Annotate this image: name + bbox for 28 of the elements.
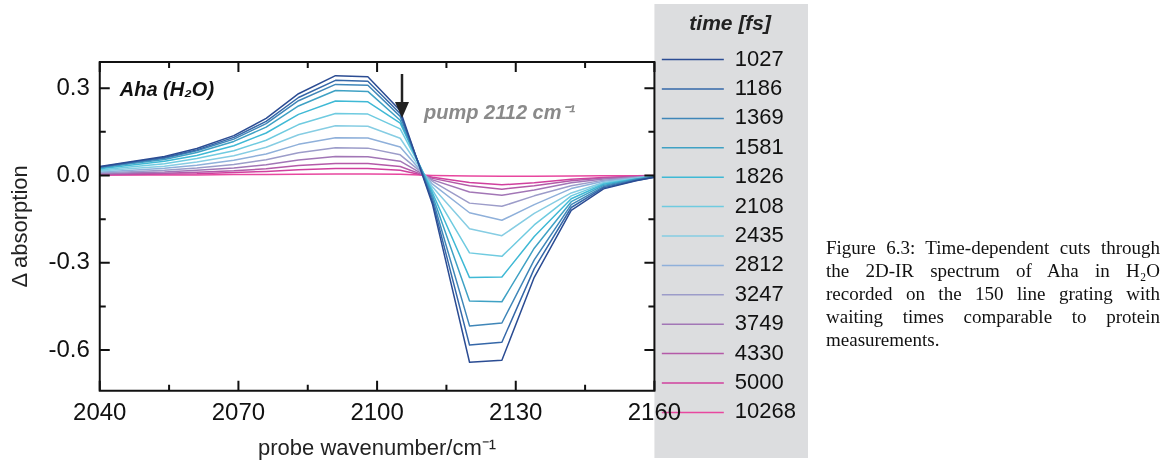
x-tick-label: 2160 — [627, 397, 682, 425]
legend-label: 2108 — [734, 192, 784, 218]
annotation: pump 2112 cm⁻¹ — [423, 101, 576, 123]
caption: Figure 6.3: Time-dependent cuts through the 2D-IR spectrum of Aha in H₂O recorded on the 150 line grating with waiting times comparable to protein measurements. — [826, 236, 1160, 351]
legend-label: 2812 — [734, 251, 784, 277]
legend-label: 1581 — [734, 133, 784, 159]
y-tick-label: -0.6 — [48, 334, 90, 362]
x-tick-label: 2040 — [73, 397, 127, 425]
legend-label: 10268 — [734, 398, 797, 424]
legend-label: 5000 — [734, 369, 784, 395]
legend-label: 1826 — [734, 163, 784, 189]
x-tick-label: 2130 — [489, 397, 543, 425]
y-tick-label: 0.0 — [56, 160, 90, 188]
annotation: Aha (H₂O) — [118, 78, 215, 100]
legend-label: 4330 — [734, 339, 784, 365]
y-axis-title: Δ absorption — [7, 165, 33, 288]
x-tick-label: 2070 — [211, 397, 266, 425]
legend-label: 2435 — [734, 222, 784, 248]
x-axis-title: probe wavenumber/cm⁻¹ — [258, 434, 497, 460]
legend-label: 1186 — [734, 75, 783, 101]
x-tick-label: 2100 — [350, 397, 404, 425]
legend-title: time [fs] — [689, 11, 773, 35]
y-tick-label: 0.3 — [56, 72, 90, 100]
legend-label: 3247 — [734, 280, 784, 306]
y-tick-label: -0.3 — [48, 247, 90, 275]
legend-label: 1027 — [734, 45, 784, 71]
legend-label: 1369 — [734, 104, 784, 130]
legend-label: 3749 — [734, 310, 784, 336]
